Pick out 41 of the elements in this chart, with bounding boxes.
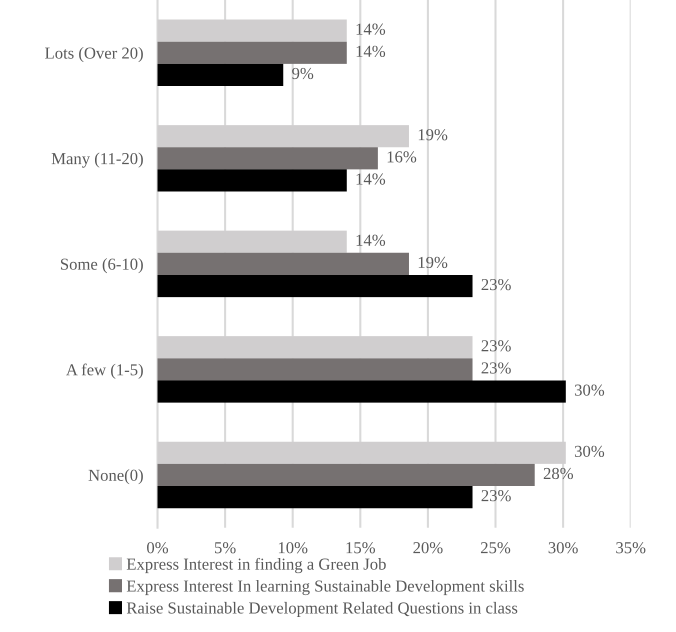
legend-label: Express Interest in finding a Green Job [126,558,386,574]
data-label: 14% [356,234,386,246]
x-tick-label: 0% [147,542,168,554]
data-label: 30% [574,446,604,458]
y-tick-label: Some (6-10) [60,258,143,274]
x-tick-label: 5% [214,542,236,554]
data-label: 16% [388,151,416,163]
bar [158,147,378,170]
legend-label: Express Interest In learning Sustainable Development skills [126,580,524,596]
data-label: 28% [544,468,574,480]
x-tick-label: 15% [346,542,376,554]
bar [158,169,347,192]
data-label: 30% [574,384,604,396]
x-tick-label: 35% [616,542,646,554]
data-label: 19% [418,256,448,268]
x-tick-label: 25% [480,542,510,554]
data-label: 23% [482,278,511,290]
y-tick-label: Many (11-20) [52,152,143,168]
y-tick-label: Lots (Over 20) [45,46,143,62]
bar [158,42,347,64]
bar [158,64,284,86]
y-tick-label: A few (1-5) [66,364,143,379]
data-label: 23% [482,340,511,352]
bar [158,380,566,403]
x-tick-label: 10% [278,542,308,554]
data-label: 14% [356,46,386,57]
x-tick-label: 30% [548,542,578,554]
bar [158,464,535,486]
x-tick-label: 20% [413,542,443,554]
legend-label: Raise Sustainable Development Related Questions in class [126,602,518,617]
data-label: 23% [482,490,511,502]
y-tick-label: None(0) [88,469,143,484]
data-label: 23% [482,362,511,374]
bar [158,358,473,380]
data-label: 14% [356,173,386,185]
bar [158,486,473,508]
data-label: 14% [356,24,386,35]
data-label: 9% [292,68,314,80]
data-label: 19% [418,129,448,140]
bar [158,274,473,298]
bar [158,252,409,275]
